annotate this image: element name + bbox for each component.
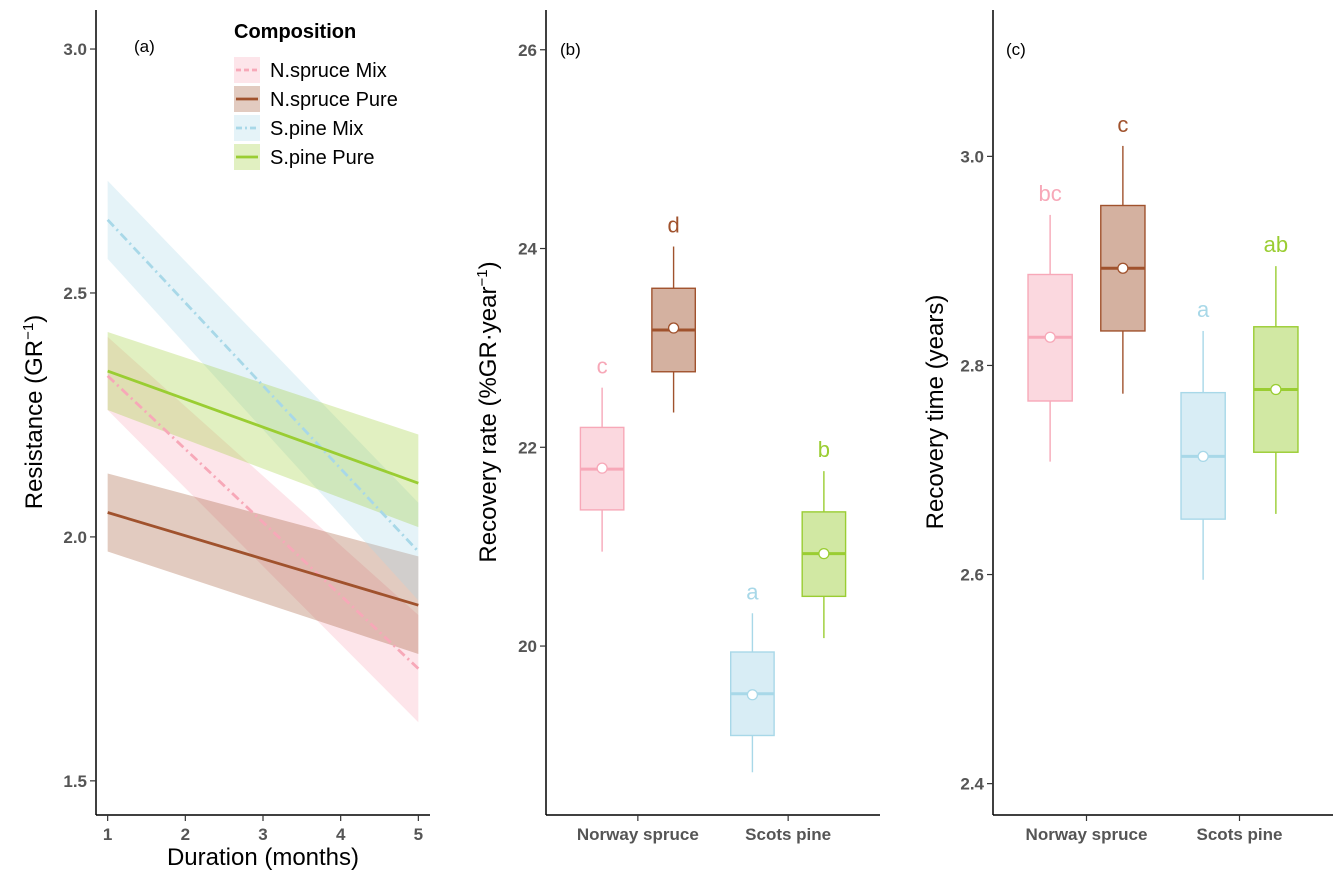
mean-point xyxy=(667,322,680,334)
significance-letter: b xyxy=(818,437,830,462)
mean-point xyxy=(1197,450,1209,463)
y-tick-label: 26 xyxy=(518,41,537,60)
legend-label: N.spruce Mix xyxy=(270,60,387,82)
trend-line-n-spruce-mix xyxy=(106,374,420,670)
x-tick-label: 1 xyxy=(103,825,112,844)
x-tick-label: 2 xyxy=(181,825,190,844)
significance-letter: ab xyxy=(1264,232,1288,257)
y-axis-title-end: ) xyxy=(21,315,48,323)
significance-letter: bc xyxy=(1038,181,1061,206)
significance-letter: a xyxy=(1197,297,1210,322)
box-s-pine-mix: a xyxy=(730,579,775,773)
x-tick-label: 3 xyxy=(258,825,267,844)
panel-tag-b: (b) xyxy=(560,40,581,59)
x-category-label: Scots pine xyxy=(745,825,831,844)
y-axis-title-superscript: −1 xyxy=(20,323,37,340)
mean-point xyxy=(746,689,759,701)
y-tick-label: 1.5 xyxy=(63,772,87,791)
x-tick-label: 5 xyxy=(414,825,423,844)
significance-letter: a xyxy=(746,579,759,604)
y-axis-title-superscript: −1 xyxy=(474,269,491,286)
ci-band-s-pine-pure xyxy=(107,332,419,528)
significance-letter: d xyxy=(667,213,679,238)
y-tick-label: 2.4 xyxy=(960,775,984,794)
box-n-spruce-mix: c xyxy=(579,354,625,552)
legend-item: S.pine Mix xyxy=(234,115,363,141)
y-tick-label: 2.0 xyxy=(63,528,87,547)
significance-letter: c xyxy=(597,354,608,379)
box-s-pine-pure: b xyxy=(801,437,847,639)
panel-b-box-plot: c d a b Norway spruce Scots pine 20 22 24 26 Recov… xyxy=(474,10,880,844)
x-category-label: Norway spruce xyxy=(577,825,699,844)
mean-point xyxy=(596,462,608,474)
ci-band-s-pine-mix xyxy=(107,180,419,601)
y-axis-title-main: Recovery rate (%GR·year xyxy=(475,287,502,563)
y-axis-title: Recovery rate (%GR·year−1) xyxy=(474,261,502,562)
legend-label: S.pine Pure xyxy=(270,147,375,169)
box-n-spruce-pure: d xyxy=(651,213,696,413)
mean-point xyxy=(1117,262,1129,274)
legend-label: S.pine Mix xyxy=(270,118,363,140)
box-s-pine-pure: ab xyxy=(1253,232,1299,514)
y-axis-title-main: Recovery time (years) xyxy=(922,295,949,530)
trend-line-n-spruce-pure xyxy=(107,511,419,607)
y-tick-label: 24 xyxy=(518,240,537,259)
y-tick-label: 3.0 xyxy=(960,147,984,166)
y-tick-label: 22 xyxy=(518,438,537,457)
panel-a-line-chart: 1 2 3 4 5 1.5 2.0 2.5 3.0 Duration (months) Resist… xyxy=(20,10,430,871)
ci-band-n-spruce-mix xyxy=(107,336,419,723)
panel-tag-c: (c) xyxy=(1006,40,1026,59)
y-tick-label: 2.5 xyxy=(63,284,87,303)
trend-line-s-pine-pure xyxy=(107,369,419,485)
legend-title: Composition xyxy=(234,21,356,43)
y-tick-label: 20 xyxy=(518,637,537,656)
x-category-label: Norway spruce xyxy=(1026,825,1148,844)
legend-item: N.spruce Mix xyxy=(234,57,387,83)
box-n-spruce-mix: bc xyxy=(1027,181,1073,462)
significance-letter: c xyxy=(1117,112,1128,137)
x-tick-label: 4 xyxy=(336,825,346,844)
y-tick-label: 2.8 xyxy=(960,356,984,375)
y-axis-title: Recovery time (years) xyxy=(922,295,949,530)
mean-point xyxy=(1044,331,1056,343)
box-s-pine-mix: a xyxy=(1180,297,1226,580)
ci-band-n-spruce-pure xyxy=(107,473,419,654)
box-n-spruce-pure: c xyxy=(1100,112,1146,394)
y-tick-label: 3.0 xyxy=(63,40,87,59)
y-axis-title-end: ) xyxy=(475,261,502,269)
legend-label: N.spruce Pure xyxy=(270,89,398,111)
legend: Composition N.spruce Mix N.spruce Pure S.pi… xyxy=(234,21,398,170)
panel-c-box-plot: bc c a ab Norway spruce Scots pine 2.4 2.6 2.8 3.… xyxy=(922,10,1333,844)
panel-tag-a: (a) xyxy=(134,37,155,56)
legend-item: S.pine Pure xyxy=(234,144,375,170)
x-axis-title: Duration (months) xyxy=(167,844,359,871)
x-category-label: Scots pine xyxy=(1197,825,1283,844)
mean-point xyxy=(1270,383,1282,396)
y-tick-label: 2.6 xyxy=(960,566,984,585)
mean-point xyxy=(818,547,830,560)
legend-item: N.spruce Pure xyxy=(234,86,398,112)
y-axis-title: Resistance (GR−1) xyxy=(20,315,48,510)
y-axis-title-main: Resistance (GR xyxy=(21,340,48,509)
